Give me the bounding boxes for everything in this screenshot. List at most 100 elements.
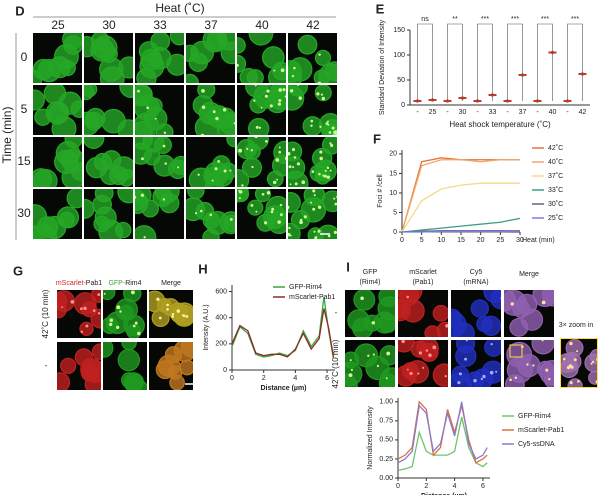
cell [101,108,126,134]
micrograph [135,33,184,83]
micrograph [504,337,554,387]
granule [294,182,298,186]
cell [541,290,554,307]
granule [288,165,292,169]
granule [514,376,518,379]
cell [148,46,172,70]
granule [296,162,301,166]
granule [548,377,551,381]
granule [367,354,370,357]
x-tick-label: 30 [516,237,524,244]
granule [85,324,89,328]
row-axis-label: Time (min) [0,107,14,164]
granule [432,345,437,350]
cell [33,168,53,187]
cell [536,360,554,378]
cell [94,206,117,229]
micrograph [398,290,448,337]
column-header: GFP [363,269,378,276]
granule [250,204,254,207]
legend-label: mScarlet-Pab1 [518,427,564,434]
cell [170,305,188,323]
granule [333,130,337,135]
granule [545,337,548,340]
granule [241,184,244,187]
granule [371,321,376,325]
granule [272,180,277,185]
micrograph [84,33,133,83]
granule [445,323,448,328]
granule [526,363,529,366]
y-axis-label: Foci # /cell [377,174,384,208]
y-tick-label: 10 [389,190,397,197]
granule [329,169,332,172]
granule [116,305,121,310]
y-tick-label: 600 [215,288,227,295]
cell [314,49,332,67]
y-tick-label: 20 [389,151,397,158]
panel-label: I [346,259,350,274]
legend-label: Cy5-ssDNA [518,441,555,448]
panel-label: F [373,131,381,146]
cell [186,73,199,83]
granule [273,69,276,72]
cell [244,143,261,160]
significance-label: *** [541,16,549,23]
cell [62,33,82,50]
cell [237,54,247,73]
cell [410,340,429,358]
granule [264,94,268,98]
column-header: mScarlet-Pab1 [56,280,102,287]
header-part: Pab1 [86,280,102,287]
y-tick-label: 0.75 [379,418,393,425]
legend-label: mScarlet-Pab1 [289,294,335,301]
cell [61,148,82,173]
granule [326,175,330,179]
granule [289,183,292,186]
granule [418,351,423,355]
granule [116,325,120,329]
x-tick-label: - [506,109,509,116]
granule [109,318,114,322]
cell [58,91,82,115]
granule [201,89,205,93]
granule [314,236,318,239]
granule [255,125,259,129]
granule [299,218,303,222]
cell [169,33,184,46]
granule [214,167,218,171]
row-label: - [45,361,48,370]
granule [132,324,136,328]
granule [250,149,253,152]
y-tick-label: 0.00 [379,475,393,482]
granule [541,300,546,305]
x-tick-label: 25 [429,109,437,116]
cell [432,304,448,322]
cell [297,34,318,55]
granule [278,150,282,154]
granule [254,85,257,87]
granule [510,302,514,306]
granule [97,312,101,315]
granule [177,166,180,169]
x-axis-label: Heat (min) [522,237,555,244]
cell [149,290,166,313]
series-line [401,217,521,233]
granule [284,95,286,98]
cell [74,348,93,367]
granule [299,220,303,225]
micrograph [451,340,501,387]
column-header: (Rim4) [360,279,381,286]
granule [197,173,200,176]
granule [422,366,425,369]
granule [333,230,337,235]
granule [284,156,286,160]
x-tick-label: 10 [437,237,445,244]
x-axis-label: Distance (µm) [421,493,467,495]
cell [398,365,417,387]
granule [288,205,290,210]
cell [157,354,181,378]
granule [568,364,573,368]
granule [171,315,174,318]
